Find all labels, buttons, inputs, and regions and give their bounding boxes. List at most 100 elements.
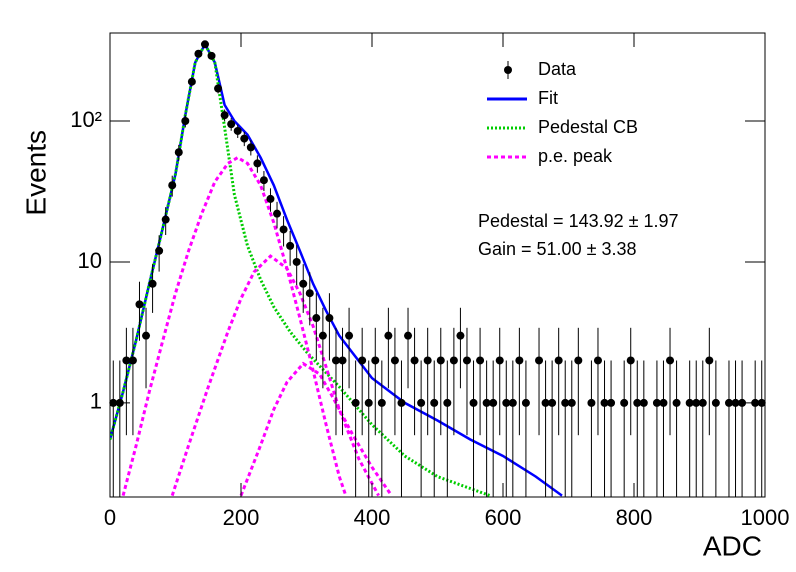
data-point [593, 356, 602, 365]
data-point [502, 398, 511, 407]
data-point [325, 314, 334, 323]
data-point [364, 398, 373, 407]
data-point [521, 398, 530, 407]
data-point [672, 398, 681, 407]
data-point [220, 111, 229, 120]
data-point [751, 398, 760, 407]
fit-curve [170, 254, 380, 497]
data-point [423, 356, 432, 365]
x-tick-label: 0 [104, 505, 116, 530]
data-point [233, 126, 242, 135]
data-point [142, 331, 151, 340]
data-point [174, 148, 183, 157]
data-point [155, 246, 164, 255]
data-point [508, 398, 517, 407]
data-point [469, 398, 478, 407]
data-point [207, 51, 216, 60]
data-point [410, 356, 419, 365]
data-point [731, 398, 740, 407]
data-point [659, 398, 668, 407]
data-point [587, 398, 596, 407]
data-point [607, 398, 616, 407]
y-tick-label: 10 [78, 248, 102, 273]
data-point [548, 398, 557, 407]
data-point [305, 289, 314, 298]
data-point [135, 300, 144, 309]
data-point [620, 398, 629, 407]
fit-curve [121, 155, 348, 497]
data-point [561, 398, 570, 407]
data-point [148, 279, 157, 288]
data-point [698, 398, 707, 407]
data-point [109, 398, 118, 407]
data-point [554, 356, 563, 365]
data-point [299, 279, 308, 288]
x-tick-label: 600 [485, 505, 522, 530]
data-point [187, 77, 196, 86]
data-point [312, 314, 321, 323]
data-point [462, 356, 471, 365]
y-tick-label: 1 [90, 389, 102, 414]
legend-label: Fit [538, 88, 558, 108]
legend-label: p.e. peak [538, 146, 613, 166]
data-point [253, 159, 262, 168]
data-point [515, 356, 524, 365]
x-axis-label: ADC [703, 530, 762, 561]
data-point [273, 209, 282, 218]
data-point [128, 356, 137, 365]
data-point [666, 356, 675, 365]
data-point [724, 398, 733, 407]
data-point [711, 398, 720, 407]
plot-frame [109, 32, 766, 498]
data-point [600, 398, 609, 407]
data-point [430, 398, 439, 407]
data-point [214, 84, 223, 93]
data-point [227, 120, 236, 129]
data-point [705, 356, 714, 365]
legend-label: Pedestal CB [538, 117, 638, 137]
data-point [738, 398, 747, 407]
data-point [535, 356, 544, 365]
data-point [417, 398, 426, 407]
fit-curve [239, 361, 393, 497]
data-point [390, 356, 399, 365]
data-point [567, 398, 576, 407]
data-point [652, 398, 661, 407]
x-tick-label: 1000 [741, 505, 790, 530]
data-point [626, 356, 635, 365]
data-point [449, 356, 458, 365]
y-axis-label: Events [20, 130, 51, 216]
data-point [194, 49, 203, 58]
data-point [371, 356, 380, 365]
data-point [286, 241, 295, 250]
data-point [200, 40, 209, 49]
data-point [633, 398, 642, 407]
data-point [161, 215, 170, 224]
data-point [692, 398, 701, 407]
data-point [757, 398, 766, 407]
data-point [404, 331, 413, 340]
data-point [541, 398, 550, 407]
fit-curve [110, 41, 563, 497]
data-point [495, 356, 504, 365]
x-tick-label: 200 [223, 505, 260, 530]
data-point [639, 398, 648, 407]
data-point [122, 356, 131, 365]
fit-curve [110, 41, 491, 497]
data-point [259, 176, 268, 185]
data-point [384, 331, 393, 340]
data-point [436, 356, 445, 365]
annotation: Pedestal = 143.92 ± 1.97 [478, 211, 679, 231]
data-point [351, 398, 360, 407]
legend-marker [504, 66, 512, 74]
data-point [397, 398, 406, 407]
data-point [345, 331, 354, 340]
data-point [168, 181, 177, 190]
data-point [115, 398, 124, 407]
data-point [443, 398, 452, 407]
data-point [456, 331, 465, 340]
data-point [331, 356, 340, 365]
data-point [279, 225, 288, 234]
data-point [574, 356, 583, 365]
data-point [292, 257, 301, 266]
